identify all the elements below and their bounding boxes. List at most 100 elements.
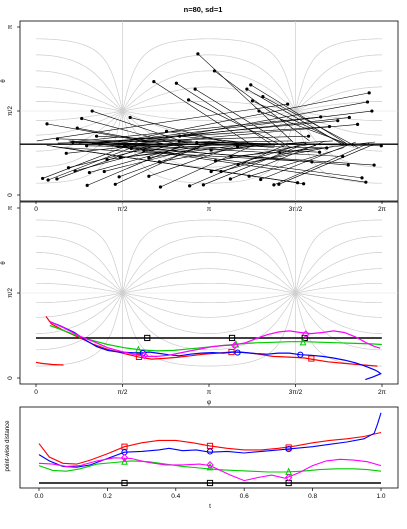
data-point <box>325 146 329 150</box>
data-point <box>55 137 60 141</box>
data-point <box>209 148 213 152</box>
guide-curve <box>36 54 382 168</box>
data-point <box>90 109 94 113</box>
series-marker <box>228 334 236 342</box>
data-point <box>365 100 370 104</box>
series-marker <box>144 334 151 342</box>
geodesic-segment <box>46 123 143 142</box>
x-tick-label: 2π <box>378 389 387 396</box>
data-point <box>347 115 351 120</box>
series-marker <box>206 479 214 487</box>
y-tick-label: π/2 <box>7 106 14 116</box>
x-tick-label: 0 <box>34 206 38 213</box>
distance-series-2 <box>38 412 382 468</box>
geodesic-segment <box>81 118 177 145</box>
guide-grid <box>20 21 398 201</box>
guide-curve <box>36 101 382 121</box>
data-point <box>41 176 45 181</box>
x-tick-label: 0.4 <box>171 493 180 500</box>
geodesic-segment <box>123 147 375 166</box>
series-marker <box>121 479 128 487</box>
x-tick-label: 0 <box>34 389 38 396</box>
data-point <box>193 87 197 91</box>
guide-curve <box>35 219 383 367</box>
x-tick-label: 2π <box>378 206 387 213</box>
geodesic-segment <box>36 103 288 142</box>
data-point <box>55 177 59 181</box>
x-tick-label: 0.6 <box>240 493 249 500</box>
geodesic-segment <box>57 135 309 144</box>
geodesic-segment <box>130 140 382 147</box>
geodesic-segment <box>278 143 375 185</box>
data-point <box>46 178 50 182</box>
data-point <box>370 109 374 113</box>
guide-curve <box>36 38 382 184</box>
geodesic-segment <box>56 143 153 180</box>
data-point <box>245 87 249 91</box>
data-point <box>174 81 179 85</box>
data-point <box>85 144 89 148</box>
data-point <box>372 163 376 167</box>
geodesic-segment <box>230 147 327 157</box>
series-marker <box>121 457 128 465</box>
bottom-panel: 0.0 0.2 0.4 0.6 0.8 1.0 t point-wise distance <box>5 406 399 510</box>
series-marker <box>234 349 241 356</box>
guide-curve <box>36 70 382 152</box>
guide-curve <box>36 235 382 351</box>
series-line <box>49 321 382 381</box>
data-point <box>229 154 233 159</box>
data-point <box>261 95 265 99</box>
series-marker <box>120 453 129 462</box>
geodesic-segment <box>238 146 334 165</box>
series-marker <box>206 448 214 455</box>
middle-panel: 0 π/2 π 3π/2 2π 0 π/2 π θ φ <box>1 201 399 406</box>
geodesic-segment <box>104 147 200 172</box>
data-point <box>64 151 68 155</box>
series-line-tail <box>35 361 64 366</box>
geodesic-segment <box>124 140 220 147</box>
data-point <box>102 169 106 174</box>
data-point <box>80 116 84 121</box>
data-point <box>186 98 191 102</box>
data-point <box>257 109 261 113</box>
x-tick-label: 1.0 <box>376 493 385 500</box>
data-point <box>152 80 156 84</box>
guide-curve <box>36 282 382 304</box>
guide-curve <box>36 38 382 184</box>
series-marker <box>206 460 214 469</box>
data-point <box>94 134 99 138</box>
geodesic-segment <box>148 142 245 177</box>
data-point <box>355 122 360 127</box>
guide-curve <box>36 86 382 136</box>
geodesic-segment <box>116 101 368 148</box>
series-marker <box>297 351 304 358</box>
data-point <box>364 180 368 184</box>
geodesic-segment <box>106 124 358 147</box>
data-point <box>249 83 253 87</box>
series-2 <box>49 324 382 353</box>
x-tick-label: 0.8 <box>308 493 317 500</box>
y-axis-label: θ <box>1 79 7 83</box>
geodesic-segment <box>160 143 256 188</box>
y-tick-label: π <box>7 24 14 29</box>
data-point <box>346 163 350 167</box>
series-marker <box>285 445 292 453</box>
data-point <box>235 144 240 148</box>
data-point <box>341 154 345 159</box>
geodesic-segment <box>87 145 183 186</box>
geodesic-segment <box>188 99 284 147</box>
data-point <box>158 185 163 189</box>
data-point <box>188 184 192 188</box>
geodesic-segment <box>189 145 285 187</box>
x-tick-label: 0.0 <box>34 493 43 500</box>
y-axis-label: point-wise distance <box>5 420 11 472</box>
geodesic-segment <box>57 138 153 143</box>
data-point <box>360 176 364 180</box>
data-point <box>367 91 371 95</box>
series-marker <box>231 341 239 350</box>
series-marker <box>301 334 308 342</box>
geodesic-segment <box>260 141 356 180</box>
series-line <box>38 412 382 468</box>
